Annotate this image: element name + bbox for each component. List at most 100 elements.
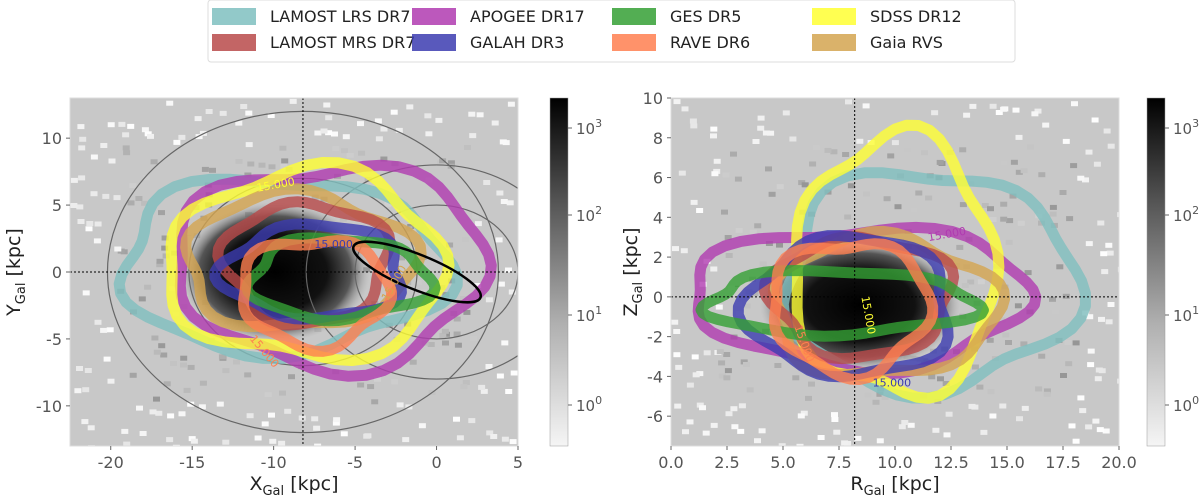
density-cell: [1038, 353, 1046, 359]
density-cell: [671, 319, 679, 325]
density-cell: [1077, 395, 1085, 401]
contour-sdss-dr12: [165, 157, 455, 366]
density-cell: [971, 364, 979, 370]
density-cell: [391, 379, 399, 385]
y-tick-label: 0: [653, 288, 663, 307]
density-cell: [1082, 177, 1089, 183]
density-cell: [77, 219, 85, 224]
density-cell: [699, 405, 706, 411]
density-cell: [441, 328, 449, 334]
colorbar-tick-label: 100: [576, 394, 602, 415]
density-cell: [258, 162, 266, 168]
density-cell: [497, 281, 505, 287]
density-cell: [686, 382, 694, 388]
density-cell: [831, 412, 838, 418]
colorbar-tick-label: 102: [576, 204, 602, 225]
density-cell: [1000, 216, 1008, 222]
density-cell: [485, 364, 493, 369]
density-cell: [831, 417, 839, 422]
density-cell: [439, 158, 447, 164]
density-cell: [123, 441, 131, 446]
density-cell: [314, 443, 322, 446]
colorbar-tick-label: 103: [1173, 117, 1199, 138]
density-cell: [90, 154, 98, 160]
density-cell: [1087, 362, 1095, 368]
density-cell: [507, 101, 515, 107]
density-cell: [1010, 159, 1018, 165]
density-cell: [107, 122, 115, 128]
density-cell: [1021, 405, 1029, 411]
density-cell: [173, 139, 181, 145]
density-cell: [1066, 216, 1074, 222]
density-cell: [264, 392, 272, 398]
density-cell: [969, 103, 977, 109]
density-cell: [1027, 144, 1034, 150]
contour-rave-dr6: [768, 238, 939, 385]
density-cell: [1035, 386, 1043, 392]
density-cell: [864, 392, 872, 398]
density-cell: [151, 335, 159, 341]
density-cell: [1102, 428, 1110, 434]
density-cell: [245, 142, 253, 148]
density-cell: [1094, 376, 1102, 382]
density-cell: [144, 284, 152, 290]
density-cell: [371, 399, 379, 405]
density-cell: [325, 130, 333, 136]
density-cell: [156, 258, 164, 264]
density-cell: [1091, 117, 1099, 123]
density-cell: [150, 299, 158, 305]
density-cell: [735, 227, 743, 233]
density-cell: [680, 248, 688, 254]
density-cell: [999, 403, 1007, 409]
x-tick-label: 15.0: [989, 453, 1025, 472]
density-cell: [752, 139, 760, 144]
density-cell: [333, 417, 341, 423]
density-cell: [862, 103, 870, 109]
density-cell: [284, 408, 292, 414]
density-cell: [357, 382, 365, 388]
x-tick-label: 5: [513, 453, 523, 472]
density-cell: [454, 342, 462, 348]
density-cell: [85, 226, 93, 232]
density-cell: [469, 133, 477, 139]
density-cell: [801, 182, 809, 188]
density-cell: [808, 381, 815, 387]
density-cell: [476, 112, 484, 118]
density-cell: [1052, 309, 1059, 315]
density-cell: [724, 368, 732, 374]
density-cell: [737, 428, 745, 434]
density-cell: [446, 242, 454, 248]
density-cell: [141, 200, 149, 206]
density-cell: [496, 190, 504, 196]
density-cell: [675, 364, 683, 370]
legend-swatch: [212, 8, 256, 25]
density-cell: [943, 432, 951, 438]
right-x-axis-label: RGal [kpc]: [850, 473, 939, 499]
density-cell: [79, 136, 87, 142]
density-cell: [989, 103, 997, 109]
y-tick-label: -5: [46, 330, 62, 349]
density-cell: [1015, 169, 1023, 175]
legend-label: SDSS DR12: [870, 7, 962, 26]
density-cell: [749, 229, 757, 235]
x-tick-label: 20.0: [1101, 453, 1137, 472]
density-cell: [1105, 242, 1113, 248]
density-cell: [959, 202, 967, 208]
density-cell: [246, 413, 254, 419]
density-cell: [156, 262, 164, 268]
left-ticks: -20 -15 -10 -5 0 5 -10 -5 0 5 10: [36, 129, 523, 472]
density-cell: [894, 204, 902, 210]
density-cell: [409, 359, 417, 365]
density-cell: [427, 342, 435, 347]
density-cell: [78, 175, 86, 181]
right-colorbar: [1146, 97, 1166, 447]
density-cell: [178, 134, 186, 140]
density-cell: [800, 410, 808, 416]
density-cell: [106, 327, 114, 333]
density-cell: [280, 163, 288, 169]
density-cell: [987, 389, 995, 395]
y-tick-label: -10: [36, 397, 62, 416]
density-cell: [414, 279, 422, 285]
density-cell: [1070, 163, 1078, 169]
density-cell: [718, 373, 726, 379]
